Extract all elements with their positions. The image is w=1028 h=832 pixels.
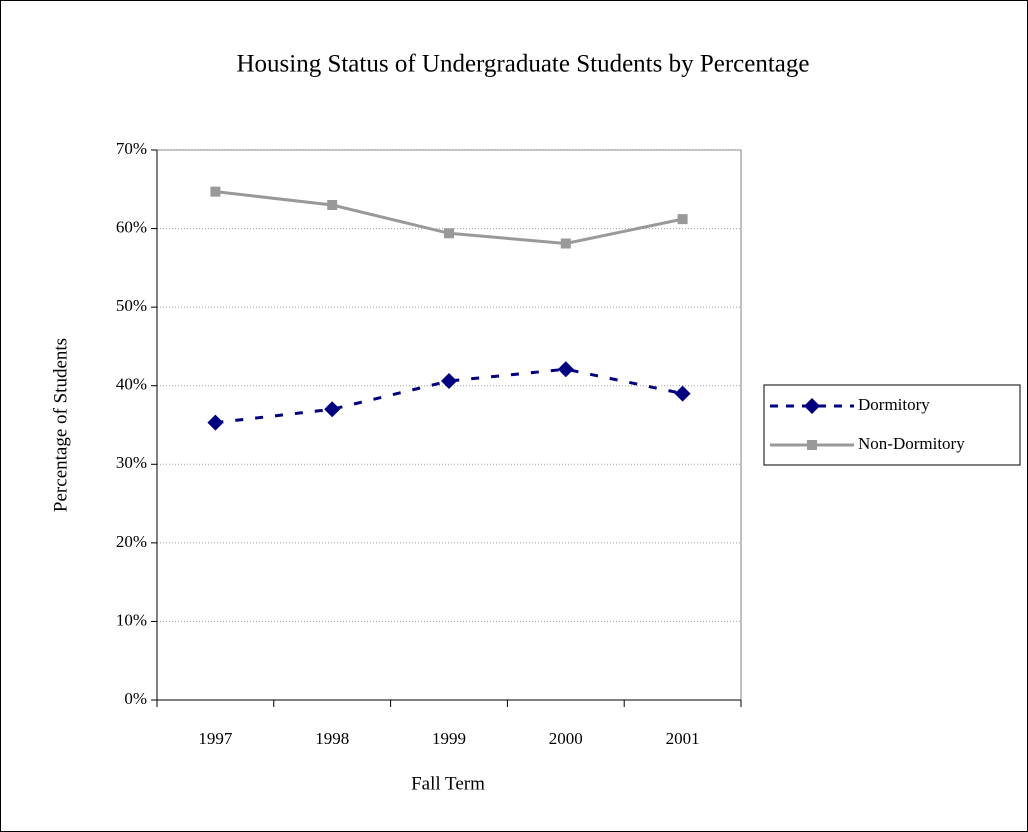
data-point xyxy=(560,238,571,249)
y-tick-label: 40% xyxy=(116,375,147,394)
y-tick-label: 20% xyxy=(116,532,147,551)
data-point xyxy=(210,186,221,197)
data-point xyxy=(207,414,224,431)
y-tick-label: 50% xyxy=(116,296,147,315)
y-tick-label: 60% xyxy=(116,217,147,236)
legend xyxy=(763,384,1021,466)
x-tick-label: 1997 xyxy=(198,729,233,748)
x-tick-label: 1999 xyxy=(432,729,466,748)
data-point xyxy=(327,200,338,210)
legend-marker xyxy=(804,398,820,414)
legend-label: Non-Dormitory xyxy=(858,434,965,453)
y-tick-label: 0% xyxy=(124,689,147,708)
x-tick-label: 2001 xyxy=(666,729,700,748)
x-axis-label: Fall Term xyxy=(411,773,485,794)
data-point xyxy=(324,401,341,418)
x-tick-label: 2000 xyxy=(549,729,583,748)
y-axis-label: Percentage of Students xyxy=(50,338,71,512)
data-point xyxy=(557,361,574,378)
y-tick-label: 10% xyxy=(116,610,147,629)
data-point xyxy=(444,228,454,239)
y-tick-label: 30% xyxy=(116,453,147,472)
chart-title: Housing Status of Undergraduate Students… xyxy=(236,51,809,78)
legend-label: Dormitory xyxy=(858,395,930,414)
x-tick-label: 1998 xyxy=(315,729,349,748)
y-tick-label: 70% xyxy=(116,139,147,158)
data-point xyxy=(441,373,457,389)
legend-marker xyxy=(807,440,817,450)
data-point xyxy=(677,214,688,225)
data-point xyxy=(674,385,691,402)
